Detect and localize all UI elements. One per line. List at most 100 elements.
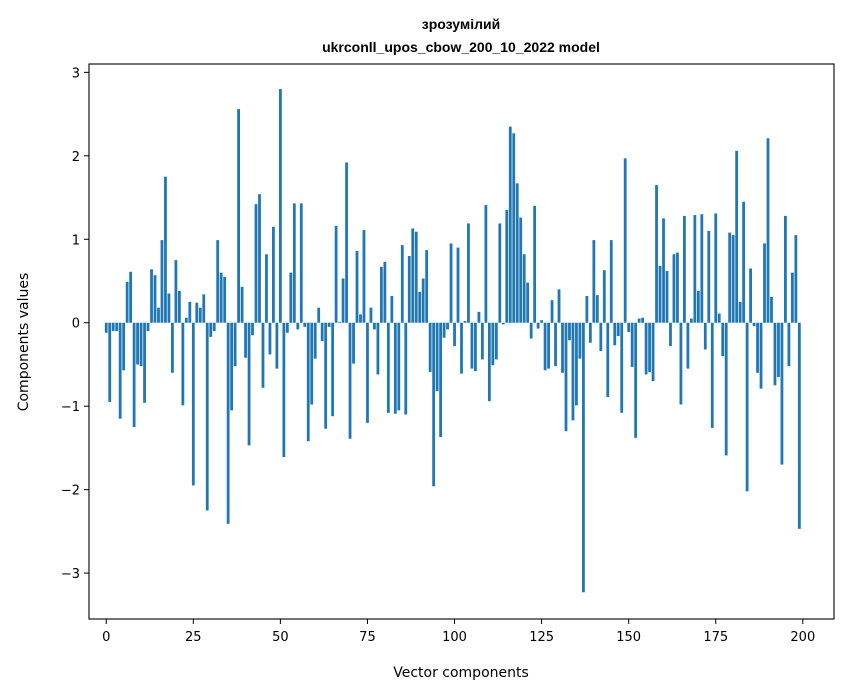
bar-67 <box>338 321 341 323</box>
bar-88 <box>411 228 415 323</box>
bar-23 <box>184 317 188 323</box>
bar-190 <box>766 138 770 323</box>
bar-16 <box>160 240 164 323</box>
bar-103 <box>463 321 467 323</box>
bar-180 <box>731 235 735 323</box>
bar-101 <box>456 247 460 323</box>
bar-181 <box>735 150 739 323</box>
bar-104 <box>467 223 470 323</box>
x-tick-label: 125 <box>529 630 554 645</box>
bar-28 <box>202 294 206 323</box>
bar-136 <box>578 322 582 359</box>
bar-158 <box>655 185 658 323</box>
bar-45 <box>261 322 265 388</box>
x-tick-label: 25 <box>185 630 202 645</box>
bar-32 <box>216 240 220 323</box>
bar-196 <box>787 322 791 367</box>
bar-159 <box>658 265 662 323</box>
bar-74 <box>362 230 366 323</box>
bar-155 <box>644 322 648 375</box>
bar-85 <box>400 245 404 323</box>
bar-183 <box>742 201 746 323</box>
bar-4 <box>118 322 122 419</box>
bar-162 <box>669 322 672 347</box>
bar-49 <box>275 322 279 369</box>
bar-17 <box>164 176 167 323</box>
bar-184 <box>745 322 749 492</box>
bar-123 <box>533 205 537 323</box>
bar-31 <box>212 322 216 332</box>
bar-121 <box>526 282 530 323</box>
y-tick-label: 0 <box>72 317 80 332</box>
bar-12 <box>146 322 150 332</box>
bar-46 <box>265 254 268 323</box>
bar-71 <box>352 322 355 364</box>
x-tick-label: 200 <box>790 630 815 645</box>
bar-112 <box>494 322 498 360</box>
bar-176 <box>717 313 721 323</box>
bar-50 <box>278 89 282 323</box>
bar-187 <box>756 322 759 373</box>
bar-64 <box>327 322 331 327</box>
bar-143 <box>602 270 606 323</box>
bar-157 <box>651 322 655 382</box>
bar-148 <box>620 322 624 413</box>
bar-173 <box>707 230 711 323</box>
bar-167 <box>686 322 690 369</box>
bar-113 <box>498 223 502 323</box>
bar-81 <box>386 322 390 413</box>
bar-35 <box>226 322 230 524</box>
bar-36 <box>230 322 234 411</box>
bar-164 <box>676 252 679 323</box>
x-tick-label: 100 <box>442 630 467 645</box>
bar-151 <box>630 322 634 367</box>
y-tick-label: −3 <box>61 567 80 582</box>
bar-115 <box>505 210 509 323</box>
bar-194 <box>780 322 784 465</box>
bar-90 <box>418 291 422 323</box>
bar-175 <box>714 213 718 323</box>
bar-53 <box>289 272 293 323</box>
bar-10 <box>139 322 143 367</box>
bar-29 <box>205 322 209 511</box>
bar-191 <box>770 296 773 323</box>
bar-25 <box>191 322 195 486</box>
bar-47 <box>268 322 272 355</box>
bar-22 <box>181 322 185 406</box>
bar-107 <box>477 311 481 323</box>
bar-37 <box>233 322 237 367</box>
bar-27 <box>198 307 202 323</box>
bar-185 <box>749 268 752 323</box>
y-axis-ticks: −3 −2 −1 0 1 2 3 <box>61 66 89 582</box>
bar-144 <box>606 322 610 397</box>
y-tick-label: −2 <box>61 484 80 499</box>
bar-87 <box>407 255 411 323</box>
y-tick-label: −1 <box>61 400 80 415</box>
bar-171 <box>700 214 704 323</box>
bar-68 <box>341 278 345 323</box>
x-axis-ticks: 0 25 50 75 100 125 150 175 200 <box>102 619 815 645</box>
bar-42 <box>251 322 254 336</box>
bar-145 <box>609 240 613 323</box>
bar-57 <box>303 322 307 327</box>
bar-153 <box>637 318 641 323</box>
bar-192 <box>773 322 777 386</box>
bar-61 <box>317 307 321 323</box>
chart-title-line1: зрозумілий <box>422 16 500 32</box>
bar-92 <box>425 250 429 323</box>
chart-title-line2: ukrconll_upos_cbow_200_10_2022 model <box>322 39 600 55</box>
bar-149 <box>623 158 627 323</box>
bar-122 <box>529 322 533 339</box>
bar-154 <box>641 317 645 323</box>
bar-189 <box>763 243 766 323</box>
bar-77 <box>373 322 376 330</box>
bar-177 <box>721 322 725 357</box>
bar-110 <box>487 322 491 402</box>
bar-39 <box>240 286 244 323</box>
bar-134 <box>571 322 575 421</box>
x-tick-label: 175 <box>703 630 728 645</box>
bar-130 <box>557 289 561 323</box>
bar-105 <box>470 322 474 369</box>
bar-160 <box>662 218 665 323</box>
bar-137 <box>582 322 585 593</box>
